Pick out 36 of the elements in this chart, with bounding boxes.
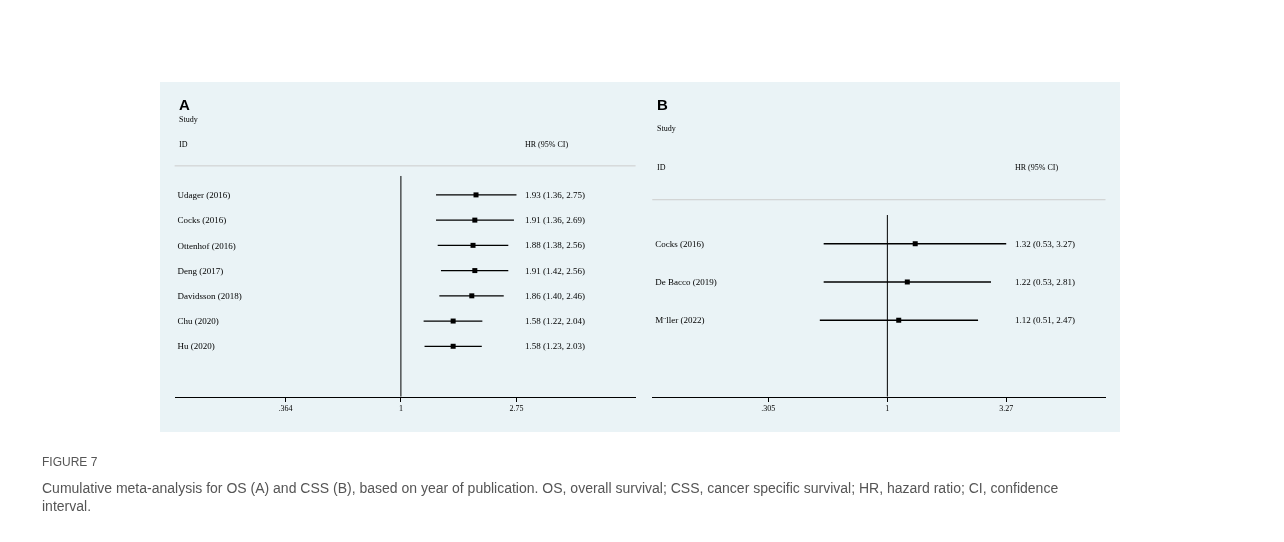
annotation: 1.22 (0.53, 2.81) [1015,277,1075,287]
annotation: 1.93 (1.36, 2.75) [525,190,585,200]
text: ID [657,163,666,172]
chart-title: B [657,96,668,113]
y-tick-label: Cocks (2016) [177,215,227,226]
y-tick-label: De Bacco (2019) [655,277,717,288]
x-tick-label: 1 [885,404,890,414]
y-tick-label: Ottenhof (2016) [177,240,236,251]
y-tick-label: Chu (2020) [177,316,219,327]
annotation: 1.32 (0.53, 3.27) [1015,239,1075,249]
text: Study [657,124,676,133]
annotation: 1.91 (1.42, 2.56) [525,266,585,276]
caption: FIGURE 7 [42,455,98,469]
y-tick-label: Udager (2016) [177,190,231,201]
annotation: 1.88 (1.38, 2.56) [525,240,585,250]
y-tick-label: Hu (2020) [177,341,215,352]
x-tick-label: 1 [398,404,403,414]
x-tick-label: .364 [278,404,293,414]
y-tick-label: Cocks (2016) [655,238,705,249]
text: ID [179,140,188,149]
text: HR (95% CI) [525,140,569,149]
chart-title: A [179,96,190,113]
x-tick-label: 2.75 [509,404,524,414]
annotation: 1.58 (1.23, 2.03) [525,341,585,351]
annotation: 1.91 (1.36, 2.69) [525,215,585,225]
x-tick-label: .305 [761,404,776,414]
text: Study [179,115,198,124]
y-tick-label: Deng (2017) [177,265,224,276]
text: Cumulative meta-analysis for OS (A) and CSS (B), based on year of publication. OS, overall survival; CSS, cancer specific survival; HR, hazard ratio; CI, confidence interval. [42,480,1059,515]
text: HR (95% CI) [1015,163,1059,172]
y-tick-label: M¨ller (2022) [655,315,705,326]
x-tick-label: 3.27 [999,404,1014,414]
annotation: 1.86 (1.40, 2.46) [525,291,585,301]
y-tick-label: Davidsson (2018) [177,290,242,301]
annotation: 1.12 (0.51, 2.47) [1015,315,1075,325]
annotation: 1.58 (1.22, 2.04) [525,316,585,326]
